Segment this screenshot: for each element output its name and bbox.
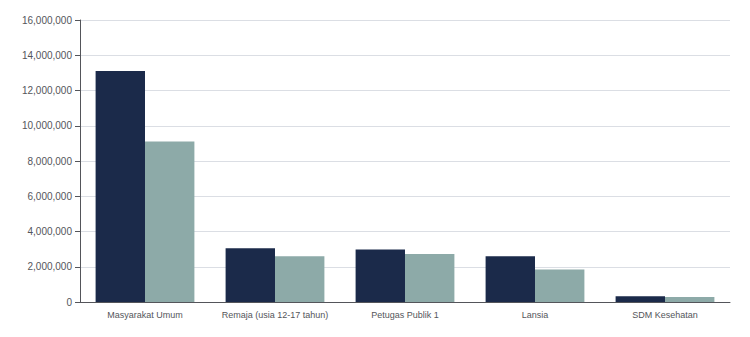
svg-text:12,000,000: 12,000,000	[22, 85, 72, 96]
svg-text:10,000,000: 10,000,000	[22, 120, 72, 131]
svg-text:14,000,000: 14,000,000	[22, 50, 72, 61]
svg-text:4,000,000: 4,000,000	[28, 226, 73, 237]
svg-text:SDM Kesehatan: SDM Kesehatan	[632, 310, 698, 320]
svg-text:8,000,000: 8,000,000	[28, 156, 73, 167]
svg-text:Petugas Publik 1: Petugas Publik 1	[371, 310, 439, 320]
svg-text:Masyarakat Umum: Masyarakat Umum	[107, 310, 183, 320]
svg-text:6,000,000: 6,000,000	[28, 191, 73, 202]
svg-text:Remaja (usia 12-17 tahun): Remaja (usia 12-17 tahun)	[222, 310, 329, 320]
svg-text:2,000,000: 2,000,000	[28, 261, 73, 272]
svg-text:16,000,000: 16,000,000	[22, 15, 72, 26]
svg-text:0: 0	[66, 297, 72, 308]
svg-text:Lansia: Lansia	[522, 310, 549, 320]
